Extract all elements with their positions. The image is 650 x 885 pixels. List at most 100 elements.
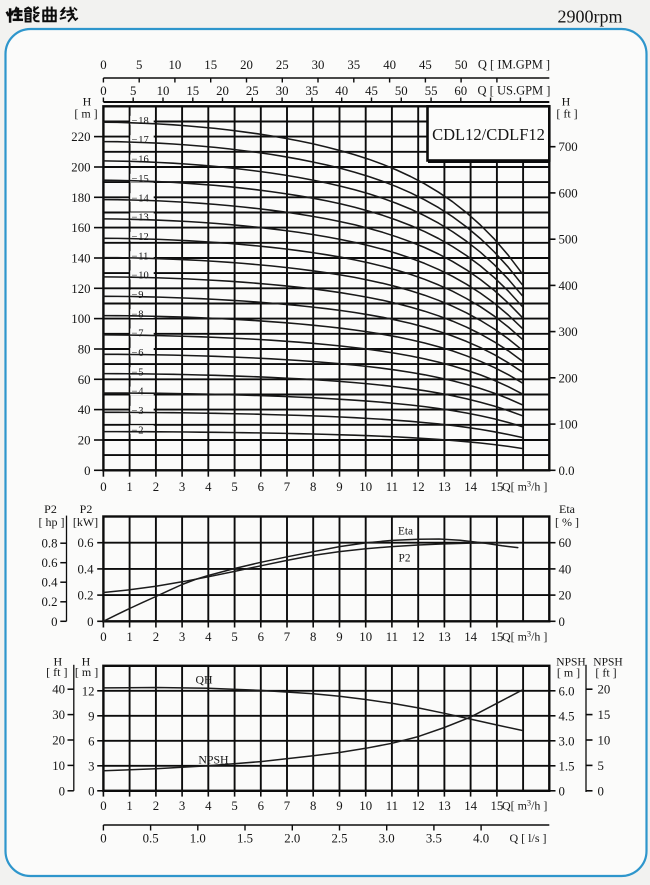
svg-text:0.5: 0.5 — [143, 832, 159, 846]
svg-text:− 12: − 12 — [132, 232, 149, 243]
svg-text:10: 10 — [52, 759, 65, 773]
svg-text:140: 140 — [71, 251, 90, 265]
svg-text:10: 10 — [359, 480, 372, 494]
svg-text:− 10: − 10 — [132, 271, 149, 282]
svg-text:0: 0 — [100, 630, 106, 644]
svg-text:20: 20 — [78, 433, 91, 447]
svg-text:0: 0 — [559, 784, 565, 798]
svg-text:− 7: − 7 — [132, 329, 144, 340]
svg-text:100: 100 — [559, 418, 578, 432]
svg-text:[ ft ]: [ ft ] — [556, 107, 577, 121]
svg-text:10: 10 — [359, 799, 372, 813]
svg-text:8: 8 — [310, 799, 316, 813]
svg-text:CDL12/CDLF12: CDL12/CDLF12 — [432, 125, 545, 144]
svg-text:3.5: 3.5 — [426, 832, 442, 846]
svg-text:2: 2 — [153, 799, 159, 813]
svg-text:Q [ US.GPM ]: Q [ US.GPM ] — [478, 83, 551, 97]
svg-text:1.0: 1.0 — [190, 832, 206, 846]
svg-text:H: H — [562, 95, 571, 109]
svg-text:6.0: 6.0 — [559, 684, 575, 698]
svg-text:0: 0 — [559, 615, 565, 629]
svg-text:9: 9 — [336, 799, 342, 813]
svg-text:10: 10 — [169, 58, 182, 72]
svg-text:25: 25 — [276, 58, 289, 72]
svg-text:3.0: 3.0 — [379, 832, 395, 846]
svg-text:3: 3 — [179, 480, 185, 494]
svg-text:− 2: − 2 — [132, 425, 144, 436]
svg-text:4: 4 — [205, 480, 212, 494]
svg-text:0.4: 0.4 — [78, 562, 95, 576]
svg-text:180: 180 — [71, 191, 90, 205]
svg-text:7: 7 — [284, 480, 291, 494]
svg-text:40: 40 — [78, 403, 91, 417]
svg-text:45: 45 — [365, 84, 378, 98]
svg-text:1.5: 1.5 — [559, 759, 575, 773]
svg-text:1.5: 1.5 — [237, 832, 253, 846]
svg-text:− 18: − 18 — [132, 116, 149, 127]
svg-text:30: 30 — [276, 84, 289, 98]
svg-text:55: 55 — [425, 84, 438, 98]
svg-text:11: 11 — [386, 799, 398, 813]
svg-text:− 15: − 15 — [132, 174, 149, 185]
svg-text:[ % ]: [ % ] — [555, 515, 579, 529]
svg-text:Q[ m3/h ]: Q[ m3/h ] — [502, 629, 547, 643]
svg-text:[ m ]: [ m ] — [557, 666, 580, 680]
svg-text:1: 1 — [126, 480, 132, 494]
svg-text:NPSH: NPSH — [198, 753, 229, 767]
svg-text:80: 80 — [78, 342, 91, 356]
svg-text:13: 13 — [438, 480, 451, 494]
svg-text:14: 14 — [464, 799, 477, 813]
svg-text:14: 14 — [464, 630, 477, 644]
svg-text:1: 1 — [126, 799, 132, 813]
svg-text:0.4: 0.4 — [42, 576, 59, 590]
svg-text:4.0: 4.0 — [473, 832, 489, 846]
svg-text:Eta: Eta — [398, 525, 413, 537]
svg-text:14: 14 — [464, 480, 477, 494]
svg-text:H: H — [83, 95, 92, 109]
svg-text:Q[ m3/h ]: Q[ m3/h ] — [502, 479, 547, 493]
svg-text:− 17: − 17 — [132, 135, 149, 146]
svg-text:220: 220 — [71, 130, 90, 144]
svg-text:20: 20 — [216, 84, 229, 98]
svg-text:13: 13 — [438, 799, 451, 813]
svg-text:0: 0 — [84, 464, 90, 478]
svg-text:20: 20 — [559, 589, 572, 603]
svg-text:15: 15 — [598, 708, 611, 722]
svg-text:5: 5 — [130, 84, 136, 98]
svg-text:H: H — [82, 655, 91, 669]
svg-text:30: 30 — [312, 58, 325, 72]
svg-text:5: 5 — [231, 630, 237, 644]
svg-text:− 5: − 5 — [132, 367, 144, 378]
svg-text:0: 0 — [88, 784, 94, 798]
svg-text:4.5: 4.5 — [559, 709, 575, 723]
svg-text:9: 9 — [336, 480, 342, 494]
svg-text:50: 50 — [395, 84, 408, 98]
svg-text:9: 9 — [88, 709, 94, 723]
svg-text:2900rpm: 2900rpm — [558, 7, 623, 27]
svg-text:NPSH: NPSH — [556, 657, 585, 669]
svg-text:Q[ m3/h ]: Q[ m3/h ] — [502, 798, 547, 812]
svg-text:1: 1 — [126, 630, 132, 644]
svg-text:3: 3 — [179, 799, 185, 813]
svg-text:QH: QH — [195, 673, 213, 687]
svg-text:− 3: − 3 — [132, 406, 144, 417]
svg-text:30: 30 — [52, 708, 65, 722]
svg-text:7: 7 — [284, 799, 291, 813]
svg-text:700: 700 — [559, 140, 578, 154]
svg-text:[ hp ]: [ hp ] — [39, 515, 65, 529]
svg-text:40: 40 — [52, 683, 65, 697]
svg-text:11: 11 — [386, 630, 398, 644]
svg-text:35: 35 — [306, 84, 319, 98]
svg-text:40: 40 — [559, 562, 572, 576]
svg-text:15: 15 — [204, 58, 217, 72]
svg-text:− 8: − 8 — [132, 309, 144, 320]
svg-text:5: 5 — [598, 759, 604, 773]
svg-text:10: 10 — [359, 630, 372, 644]
svg-text:5: 5 — [231, 799, 237, 813]
svg-text:− 6: − 6 — [132, 348, 144, 359]
svg-text:60: 60 — [454, 84, 467, 98]
svg-text:0.6: 0.6 — [42, 556, 59, 570]
svg-text:[kW]: [kW] — [73, 515, 98, 529]
svg-text:0.8: 0.8 — [42, 537, 58, 551]
svg-text:12: 12 — [412, 480, 425, 494]
